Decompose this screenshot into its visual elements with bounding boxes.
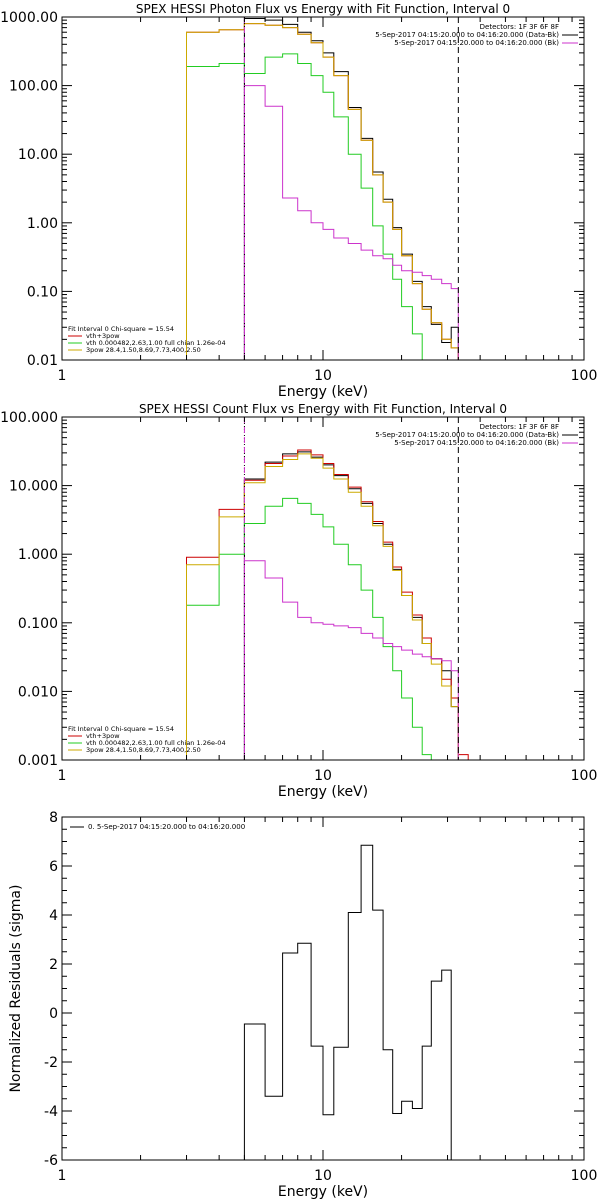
- y-tick-label: 0.001: [18, 753, 58, 769]
- chart-panel-1: 1 10 100 0.01 0.10 1.00 10.00 100.00 1000.00 SPEX…: [0, 2, 597, 400]
- legend-entry: vth+3pow: [86, 332, 120, 340]
- y-tick-label: 100.000: [0, 410, 58, 426]
- chart-panel-2: 1 10 100 0.001 0.010 0.100 1.000 10.000 100.000 S…: [0, 402, 597, 800]
- y-tick-label: -4: [44, 1104, 58, 1120]
- y-tick-label: 8: [49, 810, 58, 826]
- x-tick-label: 1: [58, 368, 67, 384]
- series-group: [186, 449, 469, 760]
- chart-panel-3: 1 10 100 -6 -4 -2 0 2 4 6 8 Energy (keV) Normalized …: [8, 810, 597, 1200]
- y-tick-label: 0: [49, 1006, 58, 1022]
- y-tick-label: 0.10: [27, 284, 58, 300]
- legend-entry: 5-Sep-2017 04:15:20.000 to 04:16:20.000 …: [394, 439, 559, 447]
- y-tick-label: 100.00: [9, 79, 58, 95]
- series-group: [186, 18, 469, 360]
- legend-entry: vth 0.000482,2.63,1.00 full chian 1.26e-…: [86, 339, 226, 347]
- legend-entry: Detectors: 1F 3F 6F 8F: [480, 423, 559, 431]
- series-line-4: [186, 453, 469, 760]
- x-axis-label: Energy (keV): [278, 784, 368, 800]
- x-tick-label: 10: [314, 1168, 332, 1184]
- x-tick-label: 100: [571, 768, 598, 784]
- legend-entry: Detectors: 1F 3F 6F 8F: [480, 23, 559, 31]
- series-line-3: [186, 53, 442, 360]
- x-tick-label: 1: [58, 768, 67, 784]
- y-tick-label: -2: [44, 1055, 58, 1071]
- x-axis-label: Energy (keV): [278, 1184, 368, 1200]
- y-tick-label: 1.000: [18, 547, 58, 563]
- x-tick-label: 100: [571, 368, 598, 384]
- x-tick-label: 10: [314, 368, 332, 384]
- series-line-5: [243, 560, 459, 760]
- x-axis-label: Energy (keV): [278, 384, 368, 400]
- series-line-1: [243, 844, 459, 1160]
- legend-entry: 3pow 28.4,1.50,8.69,7.73,400,2.50: [86, 746, 201, 754]
- legend-entry: Fit Interval 0 Chi-square = 15.54: [68, 725, 174, 733]
- legend-entry: 5-Sep-2017 04:15:20.000 to 04:16:20.000 …: [375, 31, 559, 39]
- y-axis-label: Normalized Residuals (sigma): [8, 885, 24, 1093]
- series-line-5: [243, 85, 459, 360]
- legend-entry: Fit Interval 0 Chi-square = 15.54: [68, 325, 174, 333]
- legend-entry: 0. 5-Sep-2017 04:15:20.000 to 04:16:20.0…: [88, 823, 245, 831]
- legend-entry: 5-Sep-2017 04:15:20.000 to 04:16:20.000 …: [394, 39, 559, 47]
- y-tick-label: 0.100: [18, 616, 58, 632]
- legend-entry: 3pow 28.4,1.50,8.69,7.73,400,2.50: [86, 346, 201, 354]
- y-tick-label: 0.010: [18, 684, 58, 700]
- legend-entry: 5-Sep-2017 04:15:20.000 to 04:16:20.000 …: [375, 431, 559, 439]
- y-tick-label: 1.00: [27, 216, 58, 232]
- legend-entry: vth 0.000482,2.63,1.00 full chian 1.26e-…: [86, 739, 226, 747]
- series-group: [243, 844, 459, 1160]
- y-tick-label: 10.00: [18, 147, 58, 163]
- x-tick-label: 10: [314, 768, 332, 784]
- y-tick-label: 0.01: [27, 353, 58, 369]
- y-tick-label: 2: [49, 957, 58, 973]
- y-tick-label: 6: [49, 859, 58, 875]
- x-tick-label: 1: [58, 1168, 67, 1184]
- y-tick-label: 4: [49, 908, 58, 924]
- y-tick-label: -6: [44, 1153, 58, 1169]
- series-line-4: [186, 23, 469, 360]
- chart-title: SPEX HESSI Count Flux vs Energy with Fit…: [139, 402, 507, 416]
- chart-title: SPEX HESSI Photon Flux vs Energy with Fi…: [136, 2, 510, 16]
- x-tick-label: 100: [571, 1168, 598, 1184]
- legend-entry: vth+3pow: [86, 732, 120, 740]
- y-tick-label: 1000.00: [0, 10, 58, 26]
- y-tick-label: 10.000: [9, 479, 58, 495]
- series-line-3: [186, 497, 432, 760]
